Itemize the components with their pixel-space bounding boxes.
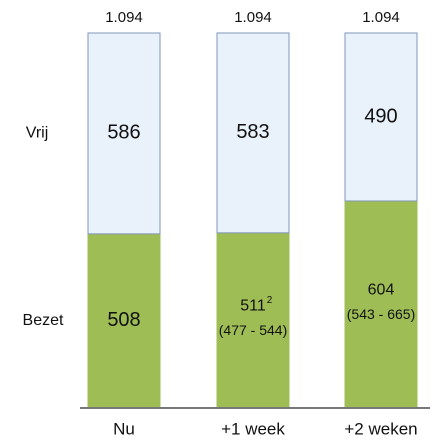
x-tick-label: Nu (113, 419, 135, 438)
range-label: (543 - 665) (347, 306, 415, 322)
legend-label: Bezet (23, 312, 64, 329)
bar-segment (216, 32, 290, 234)
total-label: 1.094 (362, 9, 400, 26)
value-label: 490 (364, 105, 397, 127)
bar-segment (87, 32, 161, 235)
bar-segment (344, 200, 418, 409)
total-label: 1.094 (234, 9, 272, 26)
bar-segment (216, 232, 290, 409)
value-label: 511 (240, 298, 266, 315)
value-label: 583 (236, 121, 269, 143)
total-label: 1.094 (105, 9, 143, 26)
value-label: 586 (107, 122, 140, 144)
legend-label: Vrij (26, 125, 49, 142)
x-tick-label: +1 week (221, 419, 285, 438)
x-tick-label: +2 weken (344, 419, 417, 438)
value-label: 508 (107, 309, 140, 331)
bar-segment (344, 32, 418, 202)
value-label: 604 (368, 282, 395, 299)
range-label: (477 - 544) (219, 322, 287, 338)
superscript: 2 (267, 295, 273, 306)
bar-segment (87, 233, 161, 409)
